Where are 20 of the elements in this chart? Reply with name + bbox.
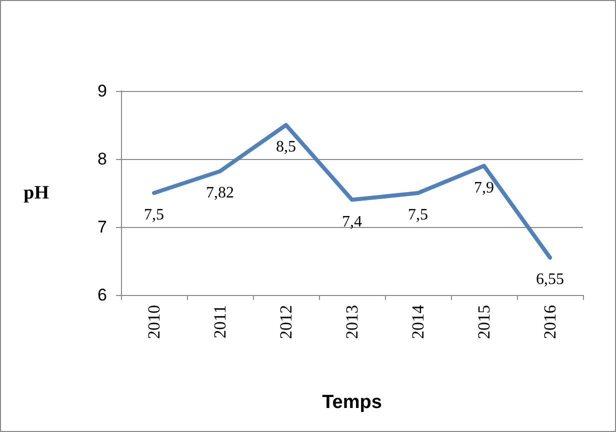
x-tick-label: 2016 [540, 305, 560, 339]
x-axis-title: Temps [322, 392, 382, 413]
data-label: 7,82 [206, 184, 234, 202]
data-label: 6,55 [536, 271, 564, 288]
y-axis-title: pH [24, 182, 50, 204]
x-tick-label: 2015 [474, 305, 494, 339]
y-tick-label: 8 [98, 150, 107, 168]
data-label: 8,5 [276, 138, 296, 156]
data-label: 7,4 [342, 213, 362, 230]
data-label: 7,5 [144, 206, 164, 224]
data-label: 7,5 [408, 206, 428, 224]
y-tick-label: 9 [98, 82, 107, 100]
y-tick-label: 6 [98, 286, 107, 304]
x-tick-label: 2010 [144, 305, 164, 339]
x-tick-label: 2012 [276, 305, 296, 339]
x-tick-label: 2013 [342, 305, 362, 339]
x-tick-label: 2014 [408, 304, 428, 339]
x-tick-label: 2011 [210, 305, 230, 338]
y-tick-label: 7 [98, 218, 107, 236]
data-label: 7,9 [474, 179, 494, 196]
